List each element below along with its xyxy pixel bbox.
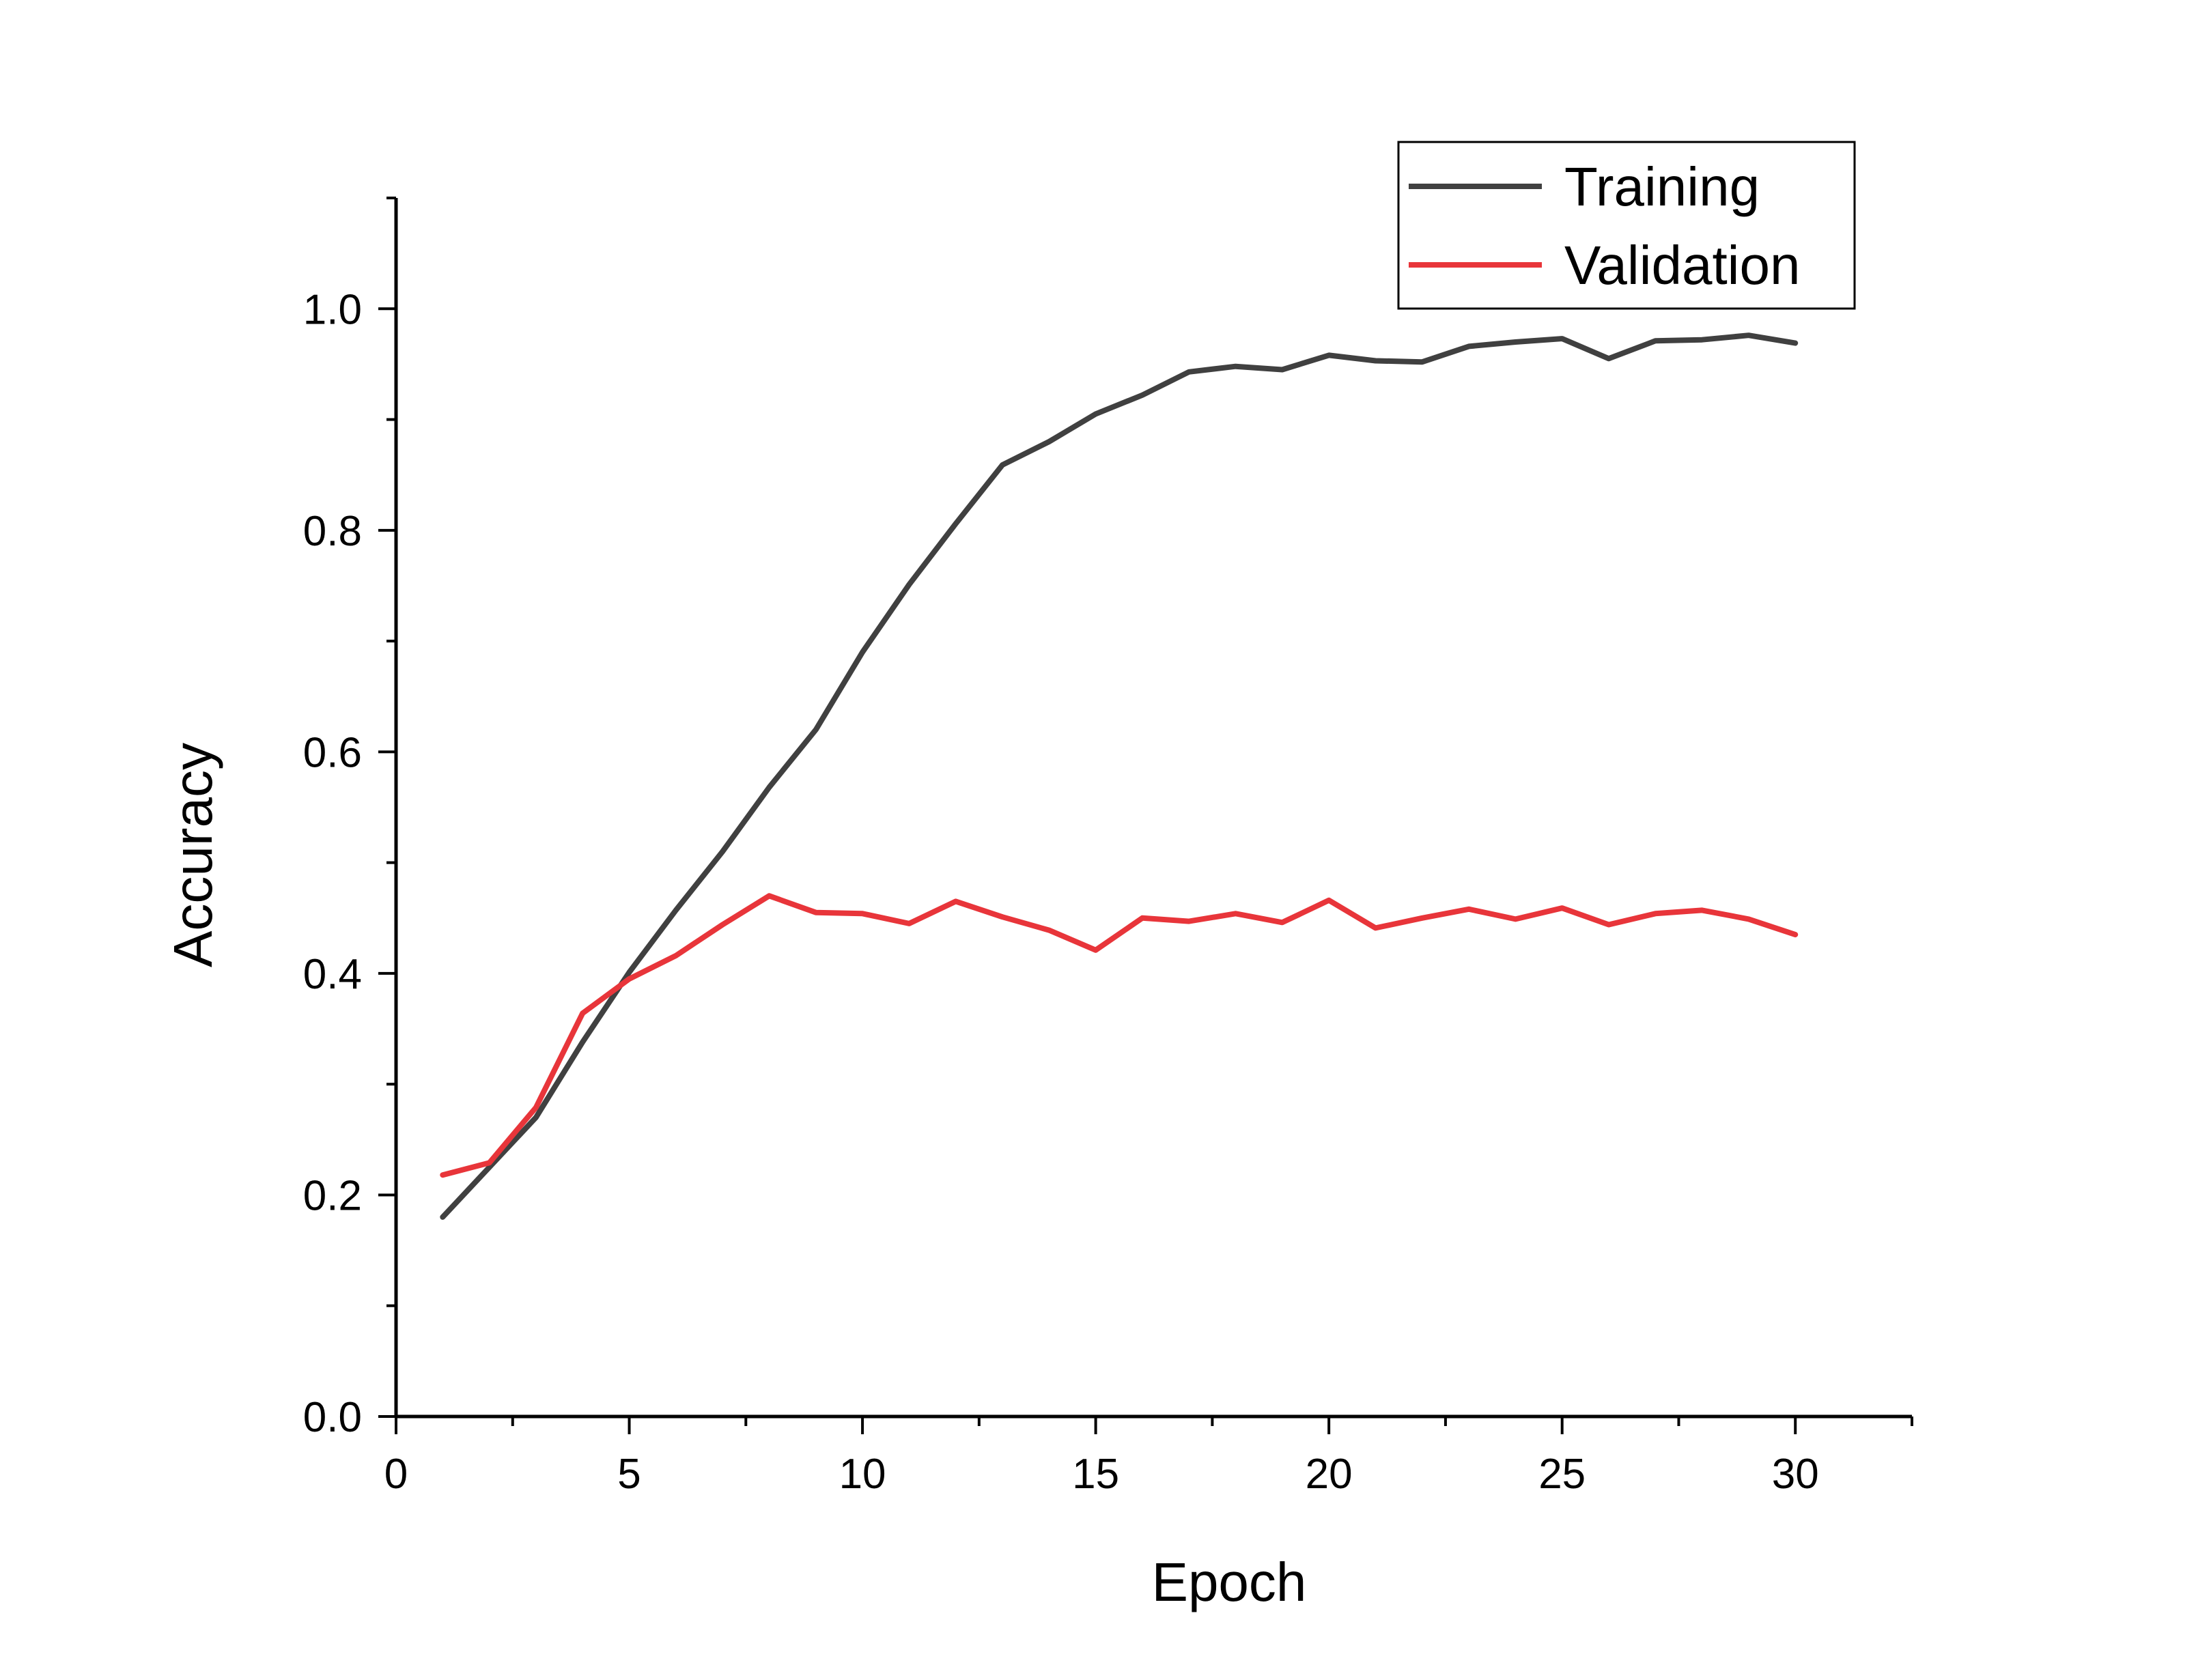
data-point-training: [1093, 411, 1099, 416]
x-tick-label: 15: [1072, 1451, 1119, 1498]
data-point-training: [953, 521, 959, 526]
data-point-validation: [813, 910, 819, 915]
y-tick-label: 0.4: [303, 951, 362, 998]
data-point-training: [1280, 367, 1285, 373]
data-point-validation: [1046, 928, 1052, 933]
data-point-validation: [1792, 932, 1798, 937]
y-tick-label: 0.8: [303, 508, 362, 555]
x-tick-label: 5: [617, 1451, 640, 1498]
x-tick-label: 10: [839, 1451, 886, 1498]
data-point-training: [1792, 341, 1798, 346]
data-point-training: [627, 969, 632, 975]
data-point-validation: [1700, 907, 1705, 913]
data-point-validation: [1280, 920, 1285, 925]
data-point-training: [580, 1040, 585, 1045]
data-point-training: [1746, 332, 1751, 338]
data-point-validation: [1606, 922, 1611, 928]
y-axis-title: Accuracy: [163, 743, 223, 967]
x-axis-title: Epoch: [1152, 1552, 1307, 1612]
data-point-validation: [533, 1105, 539, 1110]
legend-label-training: Training: [1564, 156, 1760, 217]
y-tick-label: 0.2: [303, 1172, 362, 1219]
data-point-training: [1560, 336, 1565, 341]
data-point-validation: [1000, 914, 1005, 920]
data-point-training: [1000, 462, 1005, 468]
data-point-validation: [1420, 915, 1425, 921]
data-point-training: [1652, 338, 1658, 343]
legend: Training Validation: [1397, 141, 1856, 310]
data-point-validation: [1140, 915, 1145, 921]
data-point-training: [1512, 339, 1518, 345]
series-line-validation: [440, 893, 1799, 1178]
data-point-validation: [1326, 898, 1332, 903]
data-point-validation: [766, 893, 772, 898]
data-point-training: [673, 907, 679, 913]
data-point-training: [533, 1115, 539, 1120]
y-axis: 0.0 0.2 0.4 0.6 0.8 1.0: [303, 197, 398, 1441]
data-point-validation: [1186, 919, 1192, 924]
data-point-validation: [1746, 916, 1751, 922]
data-point-training: [1140, 393, 1145, 398]
legend-label-validation: Validation: [1564, 235, 1800, 296]
data-point-validation: [487, 1160, 492, 1165]
series-line-training: [440, 332, 1799, 1220]
data-point-training: [1233, 364, 1239, 369]
data-point-validation: [720, 922, 725, 928]
data-point-training: [1186, 369, 1192, 375]
data-point-training: [1420, 359, 1425, 365]
data-point-training: [720, 849, 725, 854]
data-point-training: [766, 784, 772, 790]
data-point-validation: [1466, 907, 1472, 912]
data-point-validation: [1560, 905, 1565, 911]
data-point-validation: [860, 911, 865, 916]
data-point-training: [1466, 343, 1472, 349]
y-tick-label: 0.0: [303, 1394, 362, 1441]
data-point-validation: [1652, 911, 1658, 916]
data-point-validation: [906, 921, 912, 926]
data-point-training: [440, 1214, 445, 1220]
data-point-training: [1326, 352, 1332, 358]
y-tick-label: 1.0: [303, 286, 362, 333]
data-point-training: [1606, 356, 1611, 361]
x-tick-label: 20: [1306, 1451, 1353, 1498]
data-point-validation: [673, 953, 679, 958]
data-point-validation: [440, 1172, 445, 1178]
x-tick-label: 30: [1772, 1451, 1819, 1498]
x-tick-label: 0: [384, 1451, 408, 1498]
data-point-training: [1372, 358, 1378, 364]
data-point-training: [906, 582, 912, 587]
data-point-validation: [1233, 911, 1239, 916]
plot-area: [440, 332, 1799, 1220]
data-point-validation: [627, 976, 632, 982]
data-point-validation: [580, 1010, 585, 1016]
y-tick-label: 0.6: [303, 729, 362, 776]
data-point-validation: [953, 898, 959, 904]
data-point-training: [1046, 439, 1052, 444]
data-point-validation: [1093, 948, 1099, 953]
data-point-training: [1700, 337, 1705, 343]
data-point-validation: [1372, 925, 1378, 930]
data-point-training: [860, 649, 865, 655]
x-axis: 0 5 10 15 20 25 30: [384, 1414, 1913, 1498]
x-tick-label: 25: [1538, 1451, 1586, 1498]
data-point-validation: [1512, 916, 1518, 922]
legend-box: [1397, 141, 1856, 310]
data-point-training: [813, 727, 819, 732]
